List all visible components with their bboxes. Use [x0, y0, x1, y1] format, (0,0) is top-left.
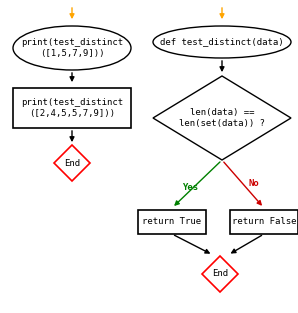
Bar	[138, 210, 206, 234]
Bar	[13, 88, 131, 128]
Text: return False: return False	[232, 218, 296, 227]
Bar	[230, 210, 298, 234]
Text: Yes: Yes	[182, 183, 198, 192]
Text: End: End	[64, 158, 80, 167]
Text: return True: return True	[142, 218, 201, 227]
Text: len(data) ==
len(set(data)) ?: len(data) == len(set(data)) ?	[179, 108, 265, 128]
Text: End: End	[212, 269, 228, 279]
Text: print(test_distinct
([1,5,7,9])): print(test_distinct ([1,5,7,9]))	[21, 38, 123, 58]
Text: def test_distinct(data): def test_distinct(data)	[160, 38, 284, 47]
Text: No: No	[249, 179, 259, 188]
Text: print(test_distinct
([2,4,5,5,7,9])): print(test_distinct ([2,4,5,5,7,9]))	[21, 98, 123, 118]
